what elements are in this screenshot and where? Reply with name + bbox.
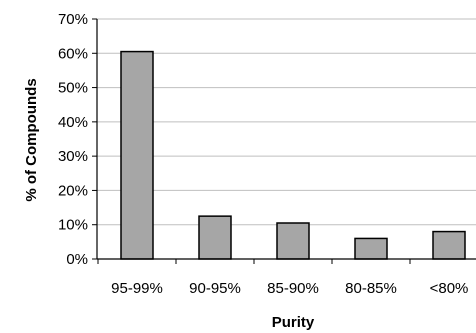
bars xyxy=(120,50,466,260)
axes xyxy=(92,18,476,264)
x-tick-labels: 95-99% 90-95% 85-90% 80-85% <80% xyxy=(111,280,468,297)
bar-3 xyxy=(276,222,310,260)
grid-lines xyxy=(97,18,476,226)
bar-5 xyxy=(432,230,466,260)
y-tick-labels: 0% 10% 20% 30% 40% 50% 60% 70% xyxy=(58,11,88,268)
y-tick-label: 50% xyxy=(58,80,88,97)
bar-1 xyxy=(120,50,154,260)
y-tick-label: 40% xyxy=(58,114,88,131)
x-axis-title: Purity xyxy=(272,314,315,331)
x-tick-label: 95-99% xyxy=(111,280,163,297)
x-tick-label: 90-95% xyxy=(189,280,241,297)
y-tick-label: 0% xyxy=(66,251,88,268)
x-tick-label: 80-85% xyxy=(345,280,397,297)
bar-2 xyxy=(198,215,232,260)
y-tick-label: 10% xyxy=(58,217,88,234)
y-axis-title: % of Compounds xyxy=(23,78,40,201)
y-tick-label: 20% xyxy=(58,182,88,199)
x-tick-label: <80% xyxy=(430,280,469,297)
y-tick-label: 60% xyxy=(58,45,88,62)
y-tick-label: 30% xyxy=(58,148,88,165)
bar-4 xyxy=(354,237,388,260)
x-tick-label: 85-90% xyxy=(267,280,319,297)
y-tick-label: 70% xyxy=(58,11,88,28)
